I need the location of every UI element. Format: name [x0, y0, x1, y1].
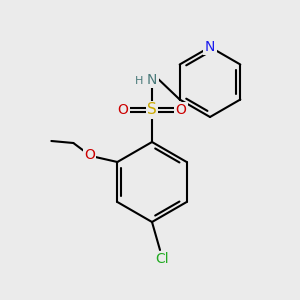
Text: O: O — [176, 103, 186, 117]
Text: Cl: Cl — [155, 252, 169, 266]
Text: N: N — [205, 40, 215, 54]
Text: O: O — [118, 103, 128, 117]
Text: O: O — [84, 148, 95, 162]
Text: N: N — [147, 73, 157, 87]
Text: S: S — [147, 103, 157, 118]
Text: H: H — [135, 76, 143, 86]
